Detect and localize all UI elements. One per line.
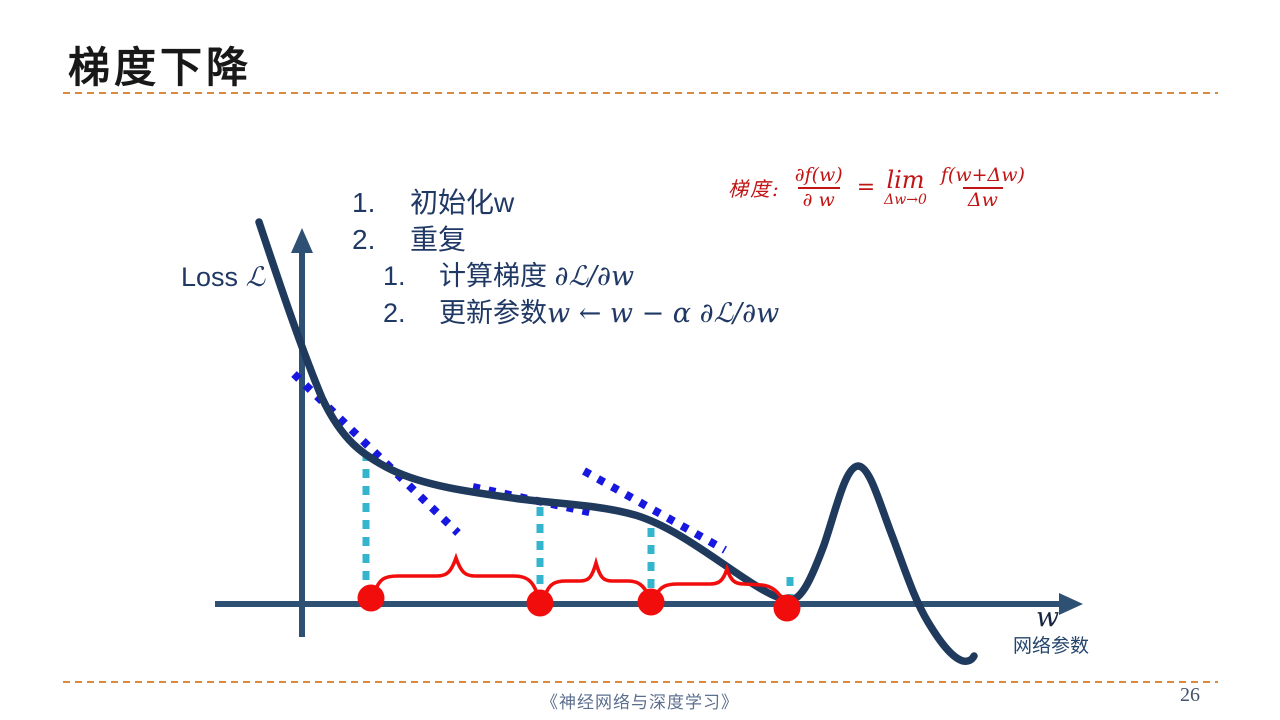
footer-divider [63, 681, 1218, 683]
marker-group [357, 584, 801, 622]
math-expression: w ← w − α ∂ℒ/∂w [547, 298, 780, 329]
loss-curve [255, 218, 978, 665]
y-axis-arrow-icon [291, 228, 313, 253]
page-title: 梯度下降 [68, 44, 253, 91]
list-number: 2. [352, 224, 376, 255]
w-marker-1 [357, 584, 385, 612]
limit: lim Δw→0 [884, 166, 927, 209]
page-number: 26 [1180, 684, 1200, 706]
list-text: 重复 [410, 224, 467, 255]
math-expression: ∂ℒ/∂w [554, 261, 635, 292]
list-item: 1. 初始化w [352, 184, 779, 221]
list-item: 2. 重复 [352, 221, 779, 258]
step-brace-2 [543, 556, 651, 599]
list-number: 1. [383, 261, 406, 291]
x-axis-sublabel: 网络参数 [1013, 636, 1090, 657]
step-brace-1 [373, 552, 540, 598]
fraction: ∂f(w) ∂ w [794, 164, 843, 211]
loss-symbol: ℒ [245, 262, 266, 293]
x-axis-label: w [1036, 602, 1060, 633]
gradient-formula: 梯度: ∂f(w) ∂ w = lim Δw→0 f(w+Δw) Δw [728, 164, 1030, 212]
y-axis-label: Loss ℒ [181, 262, 266, 293]
equals-sign: = [856, 175, 876, 201]
list-text: 更新参数w ← w − α ∂ℒ/∂w [439, 298, 780, 329]
list-item: 1. 计算梯度 ∂ℒ/∂w [383, 258, 779, 295]
list-item: 2. 更新参数w ← w − α ∂ℒ/∂w [383, 295, 779, 332]
list-number: 1. [352, 187, 376, 218]
w-marker-3 [637, 588, 665, 616]
fraction: f(w+Δw) Δw [940, 164, 1025, 211]
w-marker-4 [773, 594, 801, 622]
algorithm-list: 1. 初始化w 2. 重复 1. 计算梯度 ∂ℒ/∂w 2. 更新参数w ← w… [352, 184, 779, 332]
x-axis-arrow-icon [1059, 593, 1083, 615]
list-text: 初始化w [410, 187, 515, 218]
formula-label: 梯度: [728, 177, 781, 202]
tangent-line-3 [582, 467, 727, 554]
list-number: 2. [383, 298, 406, 328]
step-brace-group [373, 552, 786, 604]
list-text: 计算梯度 ∂ℒ/∂w [439, 261, 635, 292]
title-divider [63, 92, 1218, 94]
footer-course-title: 《神经网络与深度学习》 [541, 693, 739, 712]
step-brace-3 [654, 563, 786, 604]
w-marker-2 [526, 589, 554, 617]
